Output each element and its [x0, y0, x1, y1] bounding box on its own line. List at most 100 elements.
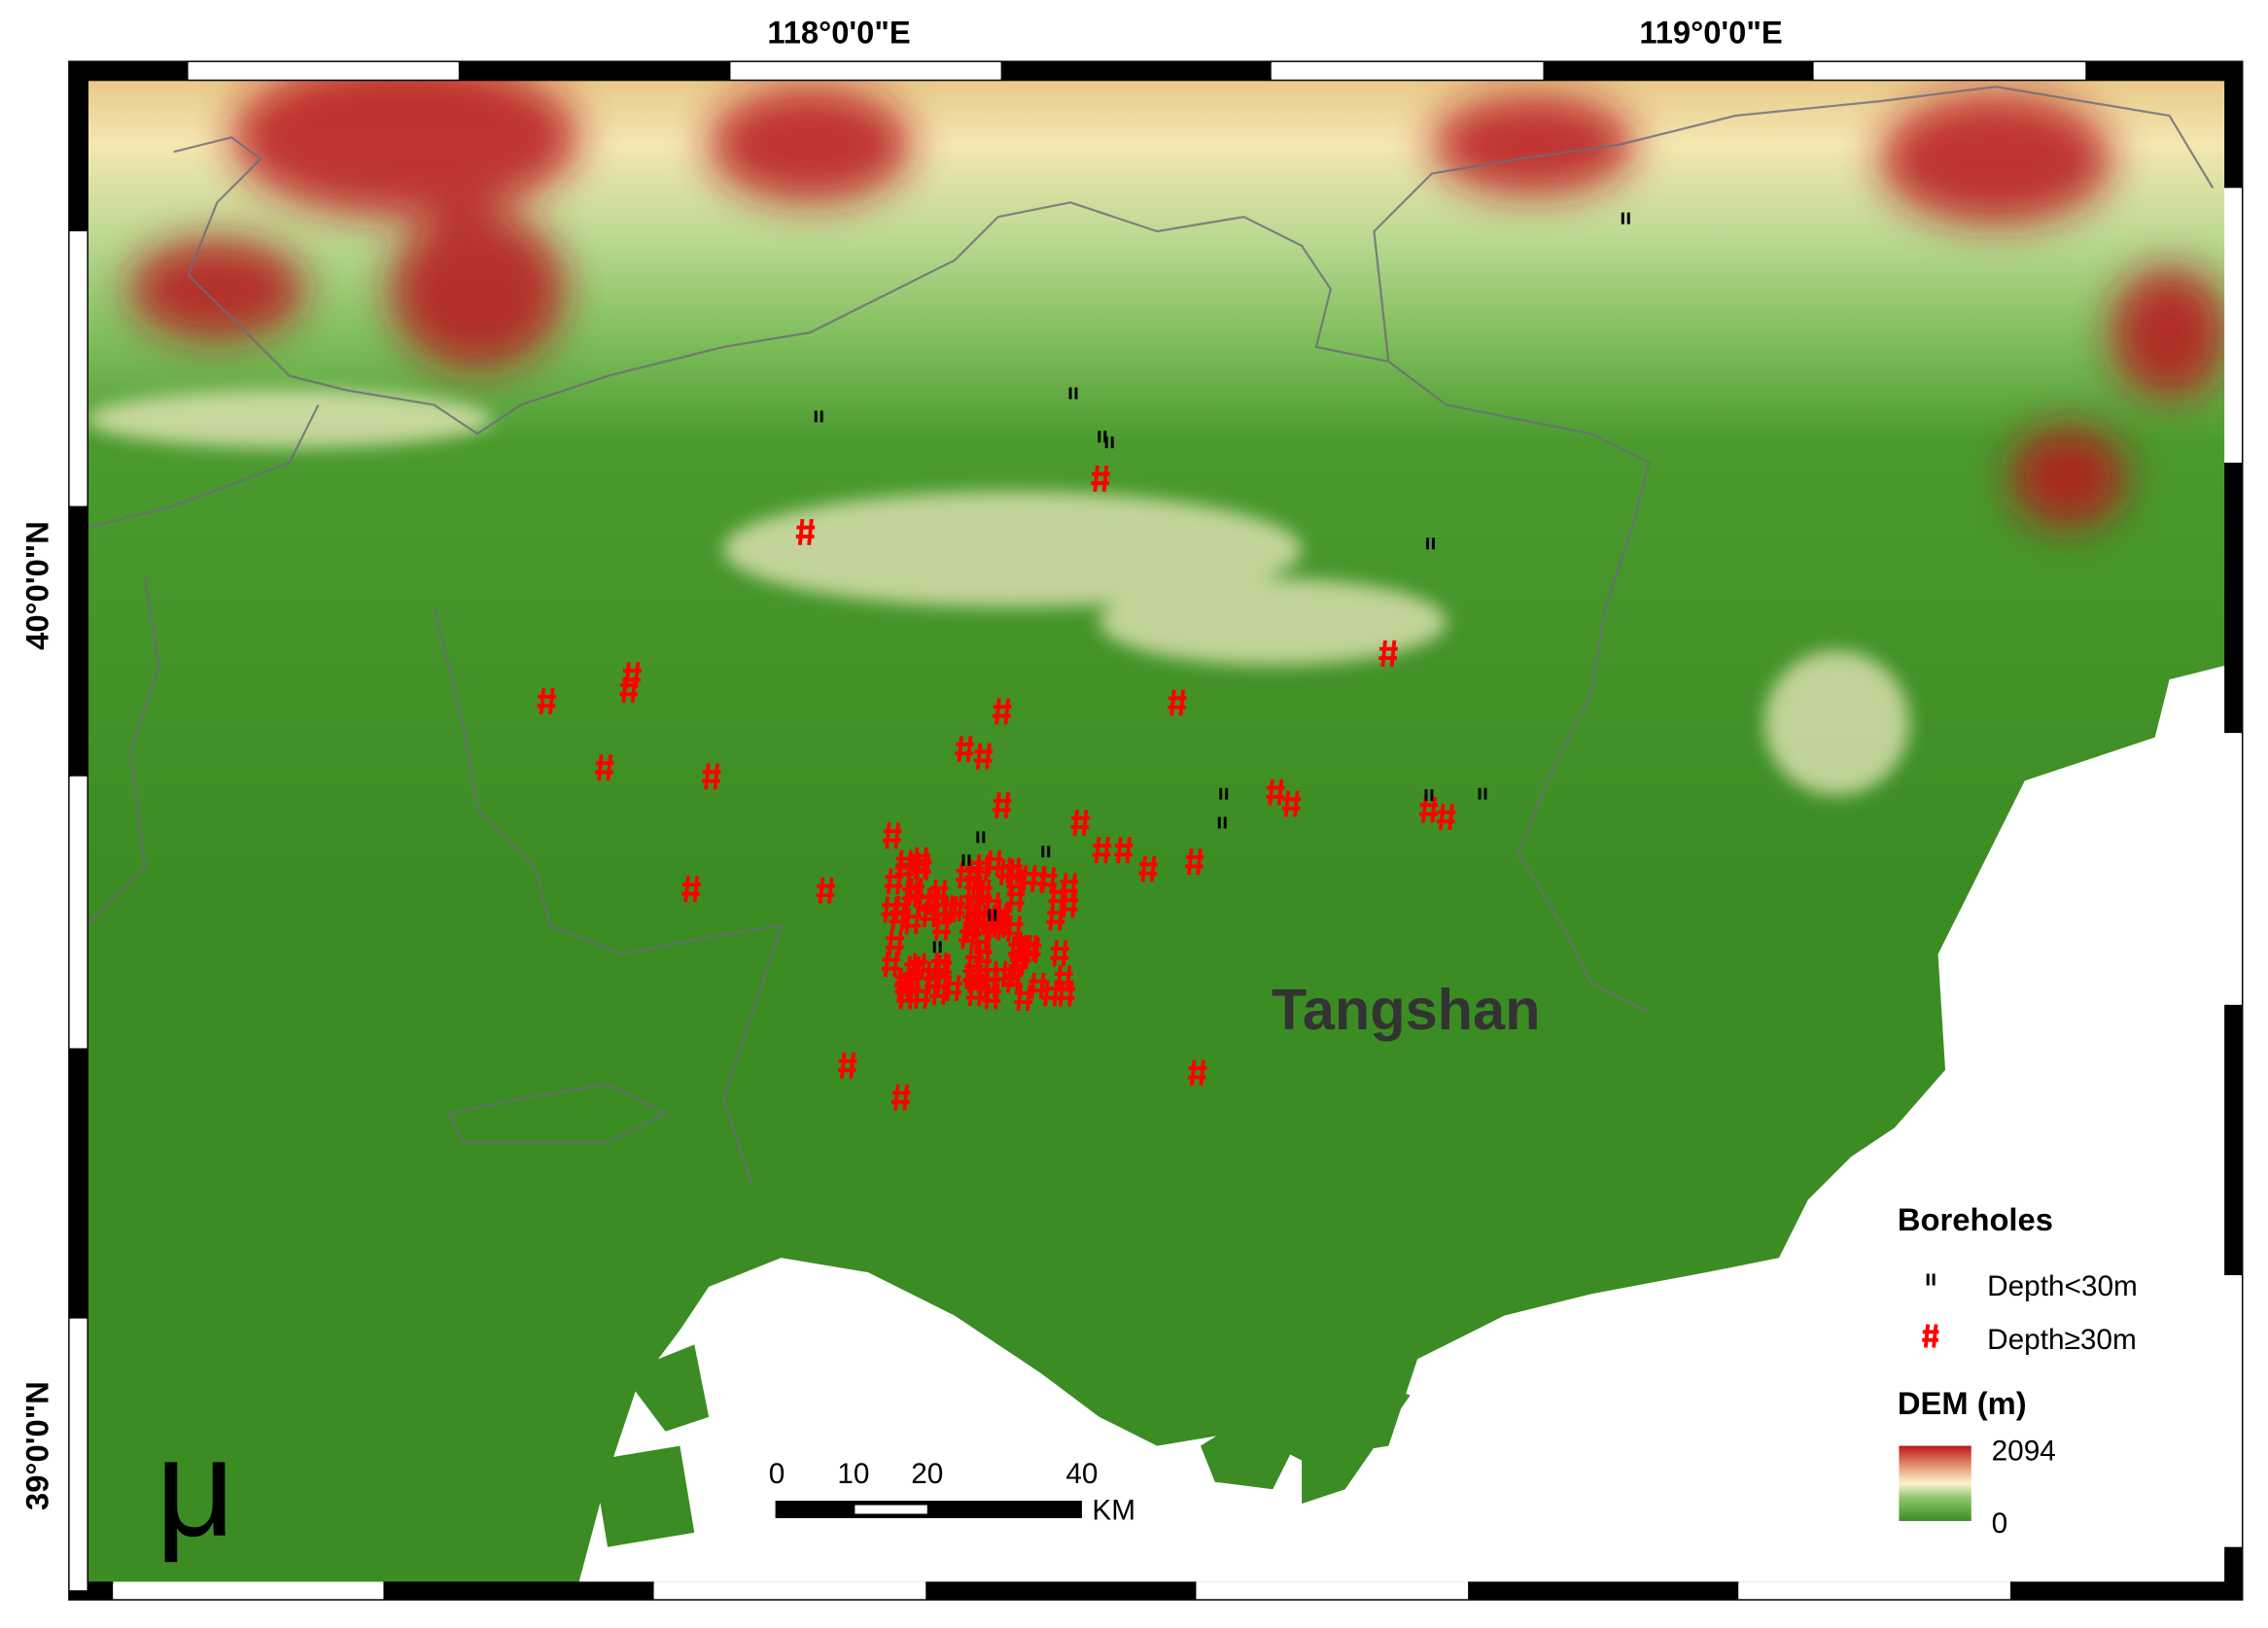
frame-segment — [1196, 1581, 1469, 1600]
longitude-label: 118°0'0"E — [767, 15, 910, 51]
borehole-deep — [885, 929, 905, 956]
frame-segment — [113, 1581, 384, 1600]
scale-label: 0 — [769, 1458, 785, 1490]
borehole-shallow — [1217, 816, 1227, 829]
borehole-deep — [816, 877, 836, 904]
borehole-deep — [1004, 916, 1024, 943]
borehole-deep — [993, 698, 1012, 725]
borehole-deep — [979, 905, 998, 932]
borehole-shallow — [1926, 1273, 1936, 1286]
frame-segment — [1000, 61, 1272, 80]
borehole-deep — [981, 971, 1000, 998]
frame-segment — [2224, 1275, 2242, 1547]
borehole-deep — [990, 911, 1010, 938]
borehole-deep — [795, 518, 816, 546]
borehole-deep — [968, 879, 988, 907]
scale-unit: KM — [1092, 1494, 1135, 1526]
borehole-deep — [896, 983, 916, 1010]
latitude-label: 40°0'0"N — [18, 521, 54, 650]
borehole-deep — [962, 898, 982, 925]
borehole-deep — [1922, 1324, 1939, 1348]
longitude-label: 119°0'0"E — [1639, 15, 1782, 51]
borehole-deep — [1187, 1059, 1207, 1087]
scale-segment — [855, 1505, 927, 1514]
borehole-deep — [973, 743, 994, 770]
map-frame — [68, 60, 2244, 1601]
borehole-deep — [930, 952, 950, 980]
borehole-deep — [1092, 837, 1112, 864]
borehole-shallow — [1041, 846, 1051, 858]
place-label: Tangshan — [1272, 977, 1541, 1042]
borehole-deep — [972, 853, 993, 882]
frame-segment — [69, 1590, 87, 1600]
borehole-shallow — [988, 909, 997, 921]
borehole-shallow — [1621, 212, 1630, 225]
borehole-deep — [943, 974, 962, 1002]
frame-segment — [2224, 188, 2242, 464]
borehole-shallow — [1068, 387, 1078, 399]
borehole-deep — [1028, 972, 1047, 999]
dem-ramp — [1899, 1445, 1971, 1521]
borehole-deep — [1041, 980, 1061, 1007]
borehole-deep — [837, 1052, 857, 1079]
frame-segment — [1468, 1581, 1739, 1600]
borehole-deep — [1046, 904, 1065, 931]
borehole-deep — [891, 895, 911, 922]
borehole-deep — [1014, 934, 1034, 962]
borehole-markers — [537, 212, 1630, 1111]
borehole-deep — [622, 662, 642, 689]
borehole-deep — [1266, 779, 1285, 806]
borehole-deep — [1028, 865, 1048, 892]
frame-segment — [925, 1581, 1197, 1600]
latitude-label: 39°0'0"N — [18, 1381, 54, 1510]
borehole-deep — [681, 876, 701, 903]
borehole-deep — [1003, 857, 1023, 884]
borehole-deep — [895, 856, 915, 883]
borehole-deep — [1436, 803, 1456, 831]
scale-label: 20 — [911, 1458, 943, 1490]
borehole-deep — [925, 968, 944, 995]
frame-segment — [69, 1048, 87, 1319]
borehole-deep — [1138, 855, 1158, 883]
borehole-deep — [1014, 984, 1033, 1012]
dem-raster: Tangshan μ — [87, 79, 2228, 1583]
borehole-deep — [955, 735, 974, 763]
frame-segment — [2224, 463, 2242, 734]
borehole-deep — [881, 951, 901, 978]
borehole-shallow — [1424, 789, 1434, 802]
frame-segment — [69, 61, 189, 80]
frame-segment — [2224, 1546, 2242, 1600]
borehole-shallow — [1478, 787, 1487, 800]
borehole-deep — [932, 914, 952, 941]
borehole-deep — [1048, 883, 1067, 911]
frame-segment — [1813, 61, 2086, 80]
borehole-deep — [1184, 849, 1204, 876]
borehole-deep — [1005, 885, 1026, 913]
borehole-deep — [996, 858, 1017, 885]
borehole-shallow — [976, 831, 986, 844]
frame-segment — [458, 61, 731, 80]
legend-item: Depth≥30m — [1987, 1324, 2137, 1356]
borehole-deep — [883, 822, 902, 849]
borehole-shallow — [1425, 537, 1435, 550]
dem-max: 2094 — [1992, 1435, 2056, 1467]
frame-segment — [69, 1318, 87, 1591]
borehole-deep — [956, 861, 975, 889]
borehole-deep — [902, 970, 922, 997]
borehole-deep — [982, 892, 1002, 919]
borehole-deep — [946, 894, 965, 922]
legend-item: Depth<30m — [1987, 1270, 2138, 1302]
frame-segment — [69, 231, 87, 506]
borehole-deep — [1007, 935, 1028, 963]
frame-segment — [2085, 61, 2242, 80]
scale-label: 40 — [1065, 1458, 1098, 1490]
borehole-deep — [1418, 796, 1439, 823]
scale-bar: 0 10 20 40 KM — [769, 1458, 1135, 1526]
borehole-deep — [1168, 689, 1187, 716]
frame-segment — [1543, 61, 1814, 80]
north-arrow: μ — [156, 1411, 235, 1566]
borehole-deep — [702, 763, 721, 790]
legend: Boreholes Depth<30m Depth≥30m DEM (m) 20… — [1898, 1201, 2138, 1540]
